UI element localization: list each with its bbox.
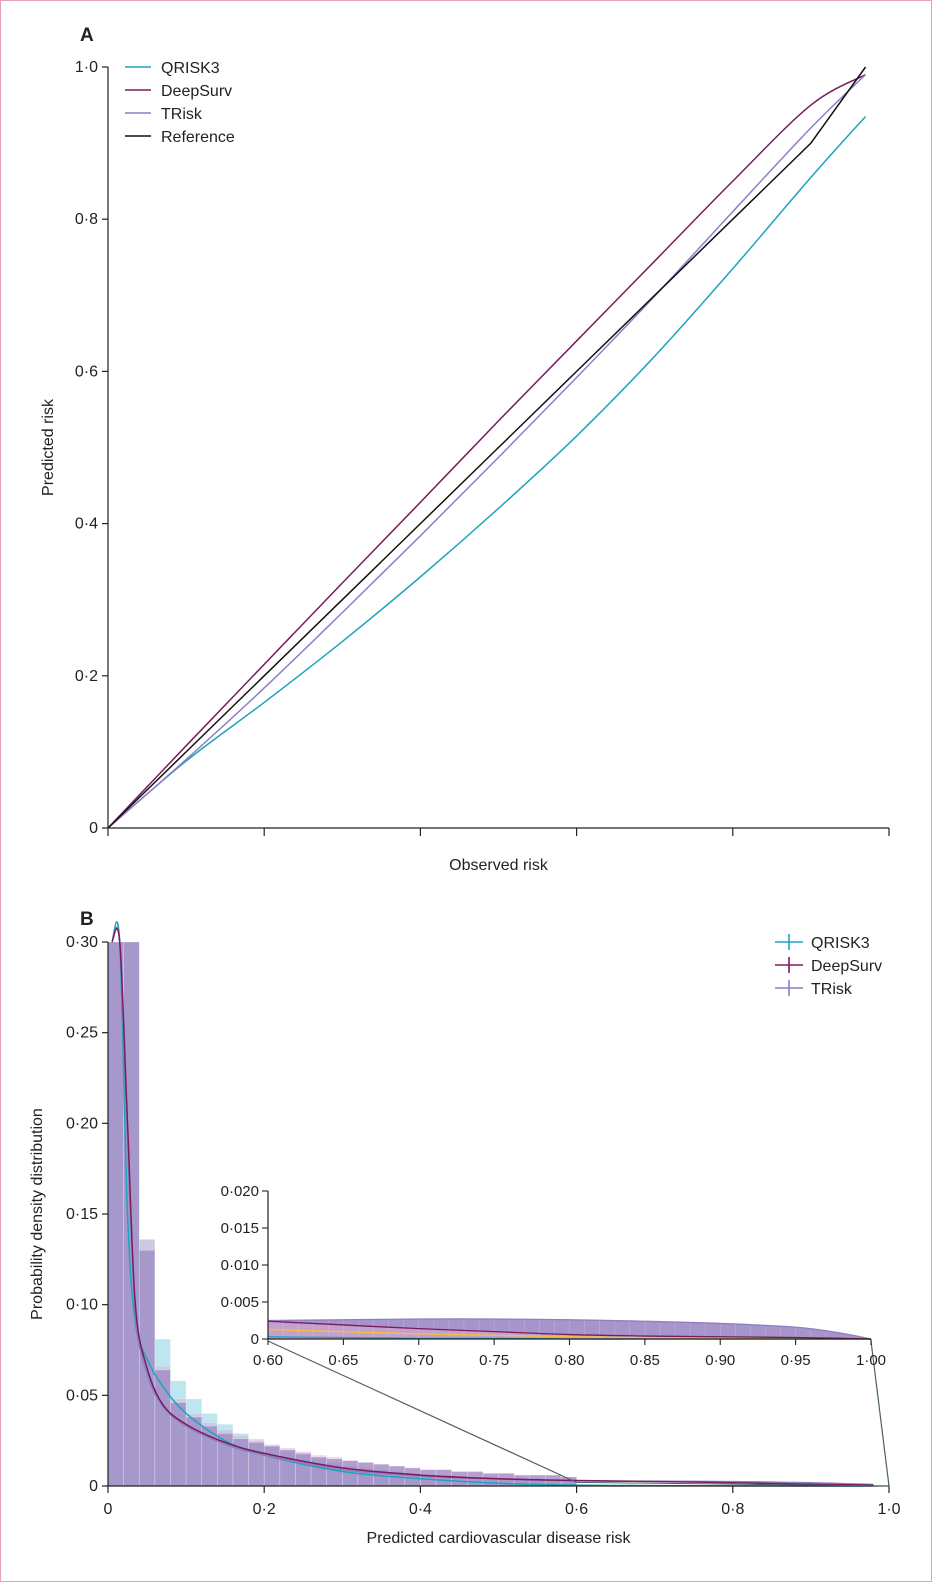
panel-b-hist-bar-trisk xyxy=(420,1469,437,1487)
panel-b-series-deepsurv-line xyxy=(111,927,874,1486)
inset-x-tick-label: 0·85 xyxy=(630,1352,660,1369)
inset-y-tick-label: 0 xyxy=(251,1331,259,1348)
inset-series-trisk-line xyxy=(267,1318,872,1340)
panel-b-y-tick-label: 0 xyxy=(89,1478,98,1495)
panel-b-inset: 0 0·005 0·010 0·015 0·020 0·60 0·65 0·70 0·75 0·8… xyxy=(221,1183,890,1487)
panel-b-hist-bar-trisk xyxy=(263,1445,281,1487)
panel-a-label: A xyxy=(80,25,94,46)
panel-b-x-tick-label: 0·8 xyxy=(721,1501,744,1518)
panel-a-y-tick-label: 1·0 xyxy=(75,59,98,76)
inset-area-deepsurv xyxy=(268,1321,871,1339)
panel-b-y-tick-label: 0·05 xyxy=(66,1387,98,1404)
panel-b-legend-label-trisk: TRisk xyxy=(811,981,853,998)
inset-x-tick-label: 0·65 xyxy=(328,1352,358,1369)
inset-series-deepsurv-line xyxy=(267,1320,872,1340)
panel-b-y-tick-label: 0·30 xyxy=(66,934,98,951)
inset-background xyxy=(268,1191,871,1339)
panel-a-y-tick-label: 0·2 xyxy=(75,668,98,685)
panel-b-chart: 0 0·05 0·10 0·15 0·20 0·25 0·30 0 0·2 0·4 0·6 0·8 1·… xyxy=(29,921,901,1547)
panel-a-x-axis-title: Observed risk xyxy=(449,857,549,874)
panel-b-y-tick-label: 0·25 xyxy=(66,1025,98,1042)
panel-a-y-tick-label: 0·4 xyxy=(75,516,98,533)
inset-y-tick-label: 0·020 xyxy=(221,1183,259,1200)
panel-b-hist-bar-trisk xyxy=(404,1467,421,1487)
inset-y-tick-label: 0·015 xyxy=(221,1220,259,1237)
panel-b-x-tick-label: 1·0 xyxy=(877,1501,900,1518)
panel-a-y-tick-label: 0·8 xyxy=(75,211,98,228)
panel-b-x-axis-title: Predicted cardiovascular disease risk xyxy=(366,1530,631,1547)
inset-y-tick-label: 0·005 xyxy=(221,1294,259,1311)
panel-a-legend-label-qrisk3: QRISK3 xyxy=(161,60,220,77)
panel-b-hist-bar-trisk xyxy=(279,1449,296,1487)
panel-b-legend-label-qrisk3: QRISK3 xyxy=(811,935,870,952)
panel-a-y-tick-label: 0 xyxy=(89,820,98,837)
panel-b-x-tick-label: 0 xyxy=(104,1501,113,1518)
inset-y-tick-label: 0·010 xyxy=(221,1257,259,1274)
panel-b-hist-bar-trisk xyxy=(310,1456,327,1487)
panel-a-chart: 0 0·2 0·4 0·6 0·8 1·0 Observed risk Predicted r… xyxy=(40,59,890,874)
panel-b-x-tick-label: 0·2 xyxy=(253,1501,276,1518)
panel-b-y-tick-label: 0·20 xyxy=(66,1115,98,1132)
panel-a-series-trisk-line xyxy=(107,74,867,829)
panel-a-series-reference-line xyxy=(107,66,867,829)
panel-a-series-deepsurv-line xyxy=(107,73,866,829)
inset-x-tick-label: 0·60 xyxy=(253,1352,283,1369)
panel-b-hist-bar-trisk xyxy=(248,1442,265,1487)
panel-b-hist-bar-trisk xyxy=(107,941,124,1487)
inset-x-tick-label: 0·80 xyxy=(554,1352,584,1369)
inset-x-tick-label: 1·00 xyxy=(856,1352,886,1369)
inset-x-tick-label: 0·70 xyxy=(404,1352,434,1369)
panel-a-y-tick-label: 0·6 xyxy=(75,363,98,380)
panel-b-y-tick-label: 0·15 xyxy=(66,1206,98,1223)
inset-connector-left xyxy=(267,1340,577,1483)
panel-a-legend-label-reference: Reference xyxy=(161,129,235,146)
panel-b-y-tick-label: 0·10 xyxy=(66,1297,98,1314)
panel-a-series-qrisk3-line xyxy=(107,115,867,829)
inset-connector-right xyxy=(870,1340,890,1487)
inset-x-tick-label: 0·90 xyxy=(705,1352,735,1369)
panel-a-y-axis-title: Predicted risk xyxy=(40,398,57,496)
panel-b-x-tick-label: 0·6 xyxy=(565,1501,588,1518)
panel-a-legend-label-deepsurv: DeepSurv xyxy=(161,83,232,100)
panel-b-y-axis-title: Probability density distribution xyxy=(29,1108,46,1320)
panel-b-x-tick-label: 0·4 xyxy=(409,1501,432,1518)
inset-x-tick-label: 0·75 xyxy=(479,1352,509,1369)
panel-b-label: B xyxy=(80,909,94,930)
inset-x-tick-label: 0·95 xyxy=(781,1352,811,1369)
panel-b-hist-bar-trisk xyxy=(326,1458,343,1487)
panel-a-legend-label-trisk: TRisk xyxy=(161,106,203,123)
inset-zoom-region-line xyxy=(576,1481,890,1487)
panel-b-hist-bar-trisk xyxy=(295,1453,312,1487)
panel-b-legend-label-deepsurv: DeepSurv xyxy=(811,958,882,975)
